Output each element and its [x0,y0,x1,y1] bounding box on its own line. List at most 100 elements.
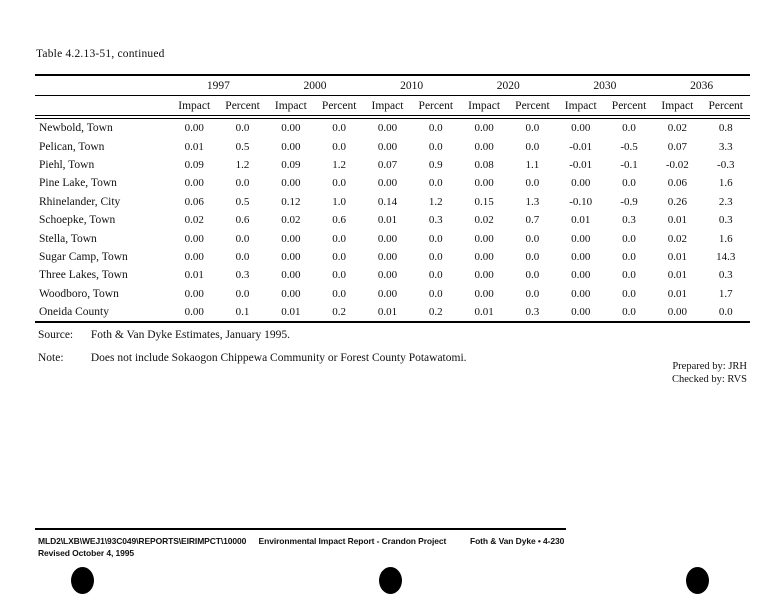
cell-value: 0.00 [377,122,398,135]
cell-value: 0.0 [235,232,250,245]
cell-value: 0.0 [235,122,250,135]
cell-value: 0.01 [377,306,398,319]
row-label: Newbold, Town [39,122,113,135]
cell-value: 0.00 [377,250,398,263]
cell-value: 0.00 [571,287,591,300]
cell-value: 0.1 [235,306,250,319]
cell-value: 0.07 [667,140,687,153]
cell-value: -0.3 [717,158,735,171]
cell-value: 0.0 [622,269,636,282]
cell-value: 0.00 [571,232,591,245]
cell-value: 0.00 [184,250,204,263]
cell-value: 0.00 [474,122,494,135]
cell-value: 1.3 [525,195,540,208]
row-label: Three Lakes, Town [39,269,128,282]
cell-value: 1.6 [718,177,733,190]
cell-value: -0.01 [569,140,593,153]
cell-value: 0.00 [377,287,398,300]
cell-value: 0.09 [281,158,301,171]
cell-value: 0.0 [622,122,636,135]
row-label: Stella, Town [39,232,97,245]
table-row: Oneida County 0.00 0.1 0.01 0.2 0.01 0.2 0.01 0.… [35,303,750,322]
cell-value: 0.0 [428,232,443,245]
signature-block: Prepared by: JRH Checked by: RVS [672,361,747,386]
sub-header-row: Impact Percent Impact Percent Impact Percent I… [35,95,750,119]
row-label: Oneida County [39,306,109,319]
cell-value: 0.00 [474,250,494,263]
cell-value: 0.00 [571,122,591,135]
footer-revision-date: Revised October 4, 1995 [38,548,134,558]
cell-value: 0.00 [474,177,494,190]
corner-cell [35,75,171,96]
corner-cell [35,95,171,119]
cell-value: 0.2 [332,306,347,319]
cell-value: 0.3 [622,214,636,227]
cell-value: 0.0 [622,306,636,319]
cell-value: 0.0 [428,250,443,263]
cell-value: 0.08 [474,158,494,171]
cell-value: 0.0 [525,140,540,153]
cell-value: 0.0 [332,140,347,153]
cell-value: -0.9 [620,195,638,208]
cell-value: 0.00 [474,232,494,245]
year-header: 2020 [459,75,557,96]
cell-value: 0.00 [377,177,398,190]
cell-value: 0.0 [428,269,443,282]
cell-value: 0.01 [667,287,687,300]
punch-mark-left [71,567,94,594]
cell-value: 0.0 [235,287,250,300]
cell-value: 0.01 [571,214,591,227]
cell-value: -0.02 [665,158,689,171]
cell-value: 0.00 [474,287,494,300]
cell-value: 0.0 [525,250,540,263]
cell-value: 0.9 [428,158,443,171]
row-label: Rhinelander, City [39,195,121,208]
cell-value: 0.26 [667,195,687,208]
source-text: Foth & Van Dyke Estimates, January 1995. [90,329,290,341]
table-row: Pelican, Town 0.01 0.5 0.00 0.0 0.00 0.0 0.00 0.… [35,137,750,155]
cell-value: 0.01 [667,214,687,227]
cell-value: 0.8 [718,122,733,135]
cell-value: 0.0 [622,287,636,300]
cell-value: 0.0 [332,287,347,300]
cell-value: 0.06 [184,195,204,208]
cell-value: 0.14 [377,195,398,208]
cell-value: 2.3 [718,195,733,208]
row-label: Pelican, Town [39,140,105,153]
cell-value: 0.12 [281,195,301,208]
cell-value: 1.1 [525,158,540,171]
sub-header: Impact [556,95,605,119]
cell-value: 0.00 [377,232,398,245]
cell-value: 1.2 [428,195,443,208]
punch-mark-center [379,567,402,594]
cell-value: 0.5 [235,195,250,208]
table-row: Rhinelander, City 0.06 0.5 0.12 1.0 0.14 1.2 0.… [35,193,750,211]
table-row: Piehl, Town 0.09 1.2 0.09 1.2 0.07 0.9 0.08 1.1 -… [35,156,750,174]
cell-value: 0.0 [235,250,250,263]
cell-value: 0.00 [184,232,204,245]
cell-value: 3.3 [718,140,733,153]
sub-header: Impact [459,95,509,119]
cell-value: 0.00 [281,269,301,282]
cell-value: 0.00 [474,269,494,282]
cell-value: 0.00 [571,306,591,319]
impact-percent-table: 1997 2000 2010 2020 2030 2036 Impact Percent Im… [35,74,750,324]
row-label: Schoepke, Town [39,214,116,227]
sub-header: Percent [411,95,460,119]
cell-value: 0.00 [184,177,204,190]
cell-value: 0.0 [332,177,347,190]
cell-value: 0.02 [281,214,301,227]
cell-value: 0.0 [428,177,443,190]
note-text: Does not include Sokaogon Chippewa Commu… [90,352,467,364]
cell-value: 0.01 [667,250,687,263]
cell-value: 0.0 [525,287,540,300]
cell-value: -0.1 [620,158,638,171]
row-label: Piehl, Town [39,158,95,171]
sub-header: Percent [508,95,557,119]
year-header: 2000 [266,75,364,96]
source-label: Source: [38,329,74,341]
cell-value: 0.02 [474,214,494,227]
footer-document-title: Environmental Impact Report - Crandon Pr… [258,536,447,546]
sub-header: Impact [170,95,219,119]
cell-value: 0.00 [377,140,398,153]
